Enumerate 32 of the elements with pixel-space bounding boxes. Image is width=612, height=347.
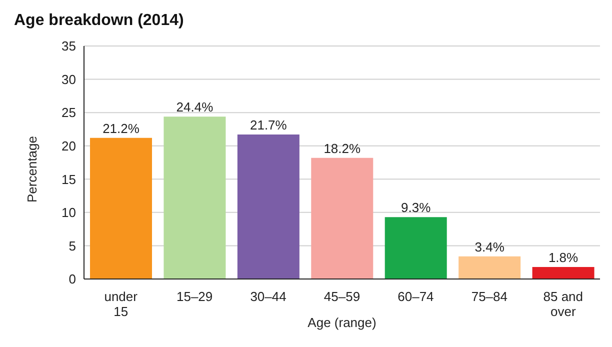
bar: [311, 158, 374, 279]
x-tick-label: 45–59: [324, 289, 360, 304]
data-label: 3.4%: [474, 239, 505, 254]
data-label: 18.2%: [324, 140, 362, 156]
y-tick-label: 10: [62, 205, 76, 220]
bar: [384, 217, 447, 279]
data-label: 21.2%: [102, 120, 140, 136]
y-tick-label: 5: [68, 238, 76, 254]
bar: [164, 116, 226, 279]
data-label: 21.7%: [250, 118, 288, 133]
y-tick-label: 20: [62, 138, 76, 154]
x-tick-label: 15–29: [176, 289, 213, 304]
y-tick-label: 35: [62, 38, 76, 54]
y-axis-title: Percentage: [24, 136, 40, 202]
x-tick-label: 85 and over: [543, 289, 584, 319]
data-label: 24.4%: [176, 100, 214, 115]
x-axis-title: Age (range): [308, 315, 376, 330]
x-tick-label: 75–84: [471, 289, 508, 304]
y-tick-label: 15: [62, 172, 76, 187]
bar: [237, 134, 300, 279]
data-label: 9.3%: [401, 200, 432, 216]
bar: [458, 256, 521, 279]
data-label: 1.8%: [548, 250, 579, 266]
y-tick-label: 25: [62, 105, 76, 120]
y-tick-label: 0: [68, 272, 76, 287]
y-tick-label: 30: [62, 72, 76, 87]
x-tick-label: 30–44: [250, 289, 286, 304]
bar: [532, 267, 594, 279]
x-tick-label: 60–74: [398, 289, 434, 304]
chart-title: Age breakdown (2014): [14, 12, 184, 30]
bar: [90, 138, 152, 279]
x-tick-label: under 15: [104, 289, 138, 319]
